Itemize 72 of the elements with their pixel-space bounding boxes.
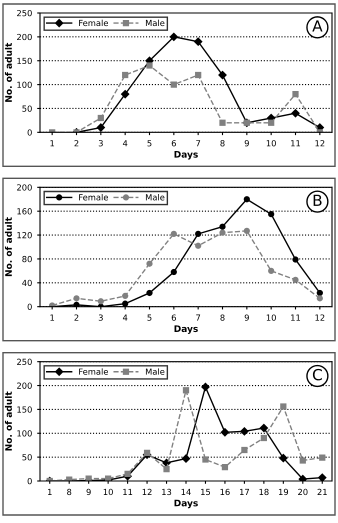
x-tick-label: 3 bbox=[98, 140, 103, 146]
x-tick-label: 6 bbox=[172, 314, 176, 321]
x-tick-label: 5 bbox=[147, 140, 152, 146]
x-tick-label: 18 bbox=[259, 488, 269, 496]
x-tick-label: 10 bbox=[104, 488, 113, 496]
x-tick-label: 7 bbox=[196, 140, 200, 146]
y-tick-label: 100 bbox=[17, 430, 32, 437]
x-tick-label: 19 bbox=[278, 488, 288, 496]
x-tick-label: 5 bbox=[147, 314, 152, 321]
x-tick-label: 10 bbox=[266, 140, 276, 146]
x-tick-label: 11 bbox=[123, 488, 132, 495]
x-tick-label: 12 bbox=[142, 488, 152, 495]
x-axis-title: Days bbox=[174, 500, 198, 508]
x-tick-label: 7 bbox=[196, 314, 200, 321]
y-tick-label: 250 bbox=[17, 10, 32, 16]
legend-label: Male bbox=[146, 20, 164, 26]
y-tick-label: 250 bbox=[17, 358, 32, 365]
x-tick-label: 1 bbox=[50, 314, 54, 321]
x-tick-label: 11 bbox=[291, 140, 300, 146]
legend-label: Female bbox=[79, 20, 108, 26]
x-tick-label: 2 bbox=[74, 140, 78, 146]
y-tick-label: 150 bbox=[17, 406, 32, 413]
annotation: A bbox=[312, 20, 322, 32]
x-tick-label: 6 bbox=[172, 140, 176, 146]
x-tick-label: 15 bbox=[201, 488, 210, 496]
x-axis-title: Days bbox=[174, 151, 198, 160]
x-tick-label: 21 bbox=[318, 488, 327, 495]
x-tick-label: 1 bbox=[50, 140, 54, 146]
annotation: C bbox=[312, 368, 322, 380]
y-tick-label: 100 bbox=[17, 82, 32, 88]
y-tick-label: 120 bbox=[17, 232, 32, 238]
y-tick-label: 80 bbox=[22, 256, 32, 262]
legend-label: Female bbox=[79, 368, 108, 375]
y-tick-label: 40 bbox=[22, 280, 32, 286]
x-tick-label: 16 bbox=[220, 488, 230, 496]
y-axis-title: No. of adult bbox=[4, 42, 12, 102]
x-tick-label: 9 bbox=[86, 488, 91, 496]
y-tick-label: 0 bbox=[28, 478, 32, 484]
x-tick-label: 12 bbox=[315, 140, 324, 146]
x-tick-label: 20 bbox=[298, 488, 308, 496]
legend-label: Female bbox=[79, 194, 108, 200]
x-tick-label: 12 bbox=[315, 314, 324, 321]
y-tick-label: 50 bbox=[22, 105, 32, 112]
x-tick-label: 4 bbox=[122, 314, 128, 321]
y-tick-label: 150 bbox=[17, 58, 32, 64]
x-tick-label: 8 bbox=[67, 488, 72, 496]
annotation: B bbox=[314, 194, 322, 206]
y-tick-label: 200 bbox=[17, 34, 32, 40]
y-tick-label: 50 bbox=[22, 454, 32, 460]
x-tick-label: 9 bbox=[244, 314, 249, 321]
x-axis-title: Days bbox=[174, 325, 198, 334]
legend-label: Male bbox=[146, 194, 164, 200]
x-tick-label: 3 bbox=[98, 314, 103, 321]
y-tick-label: 200 bbox=[17, 382, 32, 389]
x-tick-label: 4 bbox=[122, 140, 128, 146]
x-tick-label: 9 bbox=[244, 140, 249, 146]
x-tick-label: 11 bbox=[291, 314, 300, 321]
y-axis-title: No. of adult bbox=[4, 217, 12, 276]
x-tick-label: 1 bbox=[48, 488, 52, 495]
y-tick-label: 160 bbox=[17, 208, 32, 214]
x-tick-label: 8 bbox=[220, 140, 225, 146]
x-tick-label: 14 bbox=[182, 488, 191, 495]
x-tick-label: 13 bbox=[162, 488, 172, 496]
y-tick-label: 0 bbox=[28, 304, 32, 310]
x-tick-label: 10 bbox=[266, 314, 276, 321]
x-tick-label: 17 bbox=[240, 488, 249, 495]
y-tick-label: 200 bbox=[17, 184, 32, 191]
x-tick-label: 8 bbox=[220, 314, 225, 321]
x-tick-label: 2 bbox=[74, 314, 78, 321]
y-axis-title: No. of adult bbox=[4, 392, 12, 450]
legend-label: Male bbox=[146, 368, 164, 375]
y-tick-label: 0 bbox=[28, 129, 32, 136]
